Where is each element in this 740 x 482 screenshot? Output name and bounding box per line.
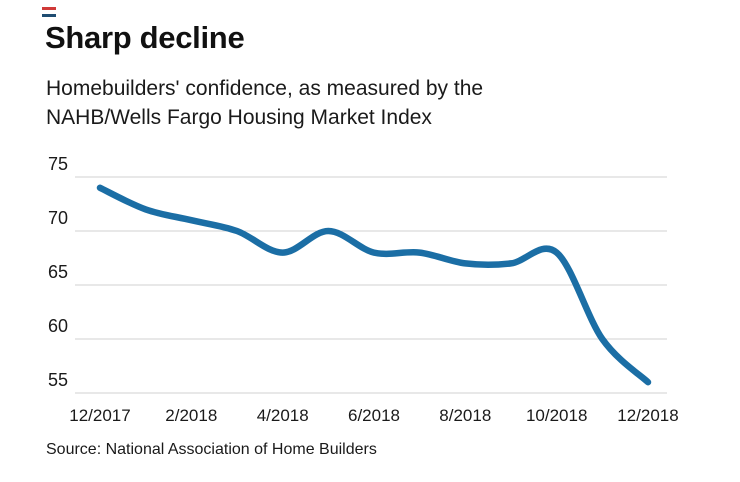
brand-mark-bottom-bar: [42, 14, 56, 17]
chart-subtitle-line-2: NAHB/Wells Fargo Housing Market Index: [46, 106, 432, 129]
x-axis-tick-label: 4/2018: [257, 406, 309, 425]
x-axis-tick-label: 12/2017: [69, 406, 130, 425]
x-axis-tick-label: 8/2018: [439, 406, 491, 425]
y-axis-tick-label: 60: [48, 316, 68, 336]
x-axis-tick-label: 10/2018: [526, 406, 587, 425]
y-axis-tick-label: 55: [48, 370, 68, 390]
y-axis-tick-label: 70: [48, 208, 68, 228]
chart-title: Sharp decline: [45, 20, 245, 55]
confidence-line: [96, 184, 652, 386]
chart-subtitle-line-1: Homebuilders' confidence, as measured by…: [46, 77, 484, 100]
x-axis-tick-label: 12/2018: [617, 406, 678, 425]
y-axis-tick-label: 75: [48, 154, 68, 174]
y-axis-tick-label: 65: [48, 262, 68, 282]
x-axis-tick-label: 6/2018: [348, 406, 400, 425]
brand-mark-top-bar: [42, 7, 56, 10]
chart-subtitle: Homebuilders' confidence, as measured by…: [46, 74, 483, 132]
x-axis-tick-label: 2/2018: [165, 406, 217, 425]
brand-mark: [42, 7, 56, 17]
source-note: Source: National Association of Home Bui…: [46, 441, 377, 458]
